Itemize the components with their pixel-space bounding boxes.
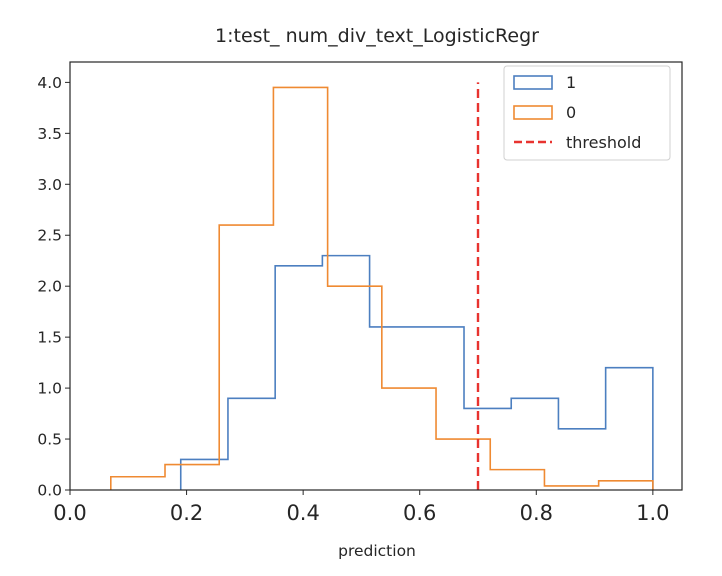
legend-label-1: 1: [566, 73, 576, 92]
y-tick-label: 1.5: [37, 329, 62, 347]
chart-title: 1:test_ num_div_text_LogisticRegr: [215, 25, 539, 47]
legend-label-0: 0: [566, 103, 576, 122]
histogram-bin-series-0-0: [111, 477, 165, 490]
histogram-bin-series-0-8: [544, 486, 598, 490]
histogram-bin-series-0-1: [165, 465, 219, 490]
y-tick-label: 3.5: [37, 125, 62, 143]
histogram-bin-series-0-3: [273, 87, 327, 490]
y-tick-label: 3.0: [37, 176, 62, 194]
y-tick-label: 1.0: [37, 380, 62, 398]
y-tick-label: 4.0: [37, 74, 62, 92]
x-tick-label: 0.0: [53, 501, 86, 525]
histogram-bin-series-0-4: [328, 286, 382, 490]
x-tick-label: 0.4: [286, 501, 319, 525]
legend-swatch-1: [513, 75, 553, 90]
y-tick-label: 2.5: [37, 227, 62, 245]
histogram-series-layer: [110, 86, 654, 490]
histogram-bin-series-0-2: [219, 225, 273, 490]
y-axis: 0.0 0.5 1.0 1.5 2.0 2.5 3.0 3.5 4.0: [37, 74, 70, 500]
x-tick-label: 0.8: [520, 501, 553, 525]
x-tick-label: 0.6: [403, 501, 436, 525]
y-tick-label: 0.0: [37, 482, 62, 500]
axes-frame: [69, 61, 683, 491]
x-axis-label: prediction: [338, 542, 416, 560]
legend: 1 0 threshold: [503, 65, 671, 161]
histogram-bin-series-0-6: [436, 439, 490, 490]
histogram-bin-series-0-5: [382, 388, 436, 490]
y-tick-label: 2.0: [37, 278, 62, 296]
histogram-bin-series-0-7: [490, 470, 544, 490]
histogram-bin-series-0-9: [599, 481, 653, 490]
histogram-series-1: [179, 254, 654, 490]
legend-label-threshold: threshold: [566, 133, 641, 152]
legend-swatch-0: [513, 105, 553, 120]
x-tick-label: 1.0: [636, 501, 669, 525]
y-tick-label: 0.5: [37, 431, 62, 449]
histogram-bin-series-1-9: [606, 368, 653, 490]
x-axis: 0.0 0.2 0.4 0.6 0.8 1.0: [53, 490, 670, 525]
plot-area: [69, 61, 683, 491]
x-tick-label: 0.2: [170, 501, 203, 525]
histogram-series-0: [110, 86, 654, 490]
